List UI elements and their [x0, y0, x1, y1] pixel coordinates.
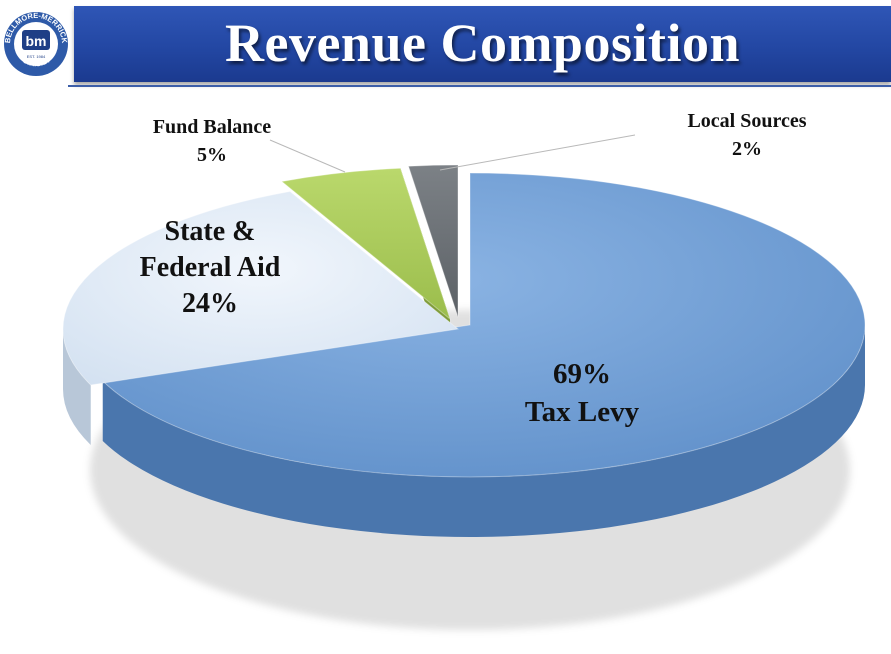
title-divider	[68, 85, 891, 87]
pie-side-0	[102, 325, 866, 538]
title-banner: Revenue Composition	[74, 6, 891, 82]
chart-title: Revenue Composition	[224, 13, 740, 73]
pie-side-1	[63, 329, 91, 445]
svg-text:C.H.S.D.: C.H.S.D.	[21, 56, 51, 69]
leader-local-sources	[439, 134, 636, 171]
label-tax-levy: 69% Tax Levy	[525, 358, 640, 428]
pie-tops	[62, 164, 866, 478]
logo-est: EST. 1984	[27, 54, 46, 59]
leader-fund-balance	[269, 139, 346, 173]
logo-bottom-text: C.H.S.D.	[21, 56, 51, 69]
pie-slice-fund-balance	[280, 167, 452, 321]
slice-labels: 69% Tax Levy State & Federal Aid 24% Fund Bal…	[140, 110, 807, 428]
label-local-sources: Local Sources 2%	[687, 110, 806, 160]
pie-slice-tax-levy	[101, 172, 866, 478]
pie-slice-local-sources	[407, 164, 459, 318]
logo-monogram: bm	[26, 33, 47, 49]
label-state-federal-aid: State & Federal Aid 24%	[140, 216, 281, 319]
pie-slice-state-federal-aid	[62, 190, 460, 386]
district-logo: BELLMORE-MERRICK C.H.S.D. bm EST. 1984	[2, 10, 70, 78]
label-fund-balance: Fund Balance 5%	[153, 116, 271, 166]
leader-lines	[269, 134, 636, 173]
